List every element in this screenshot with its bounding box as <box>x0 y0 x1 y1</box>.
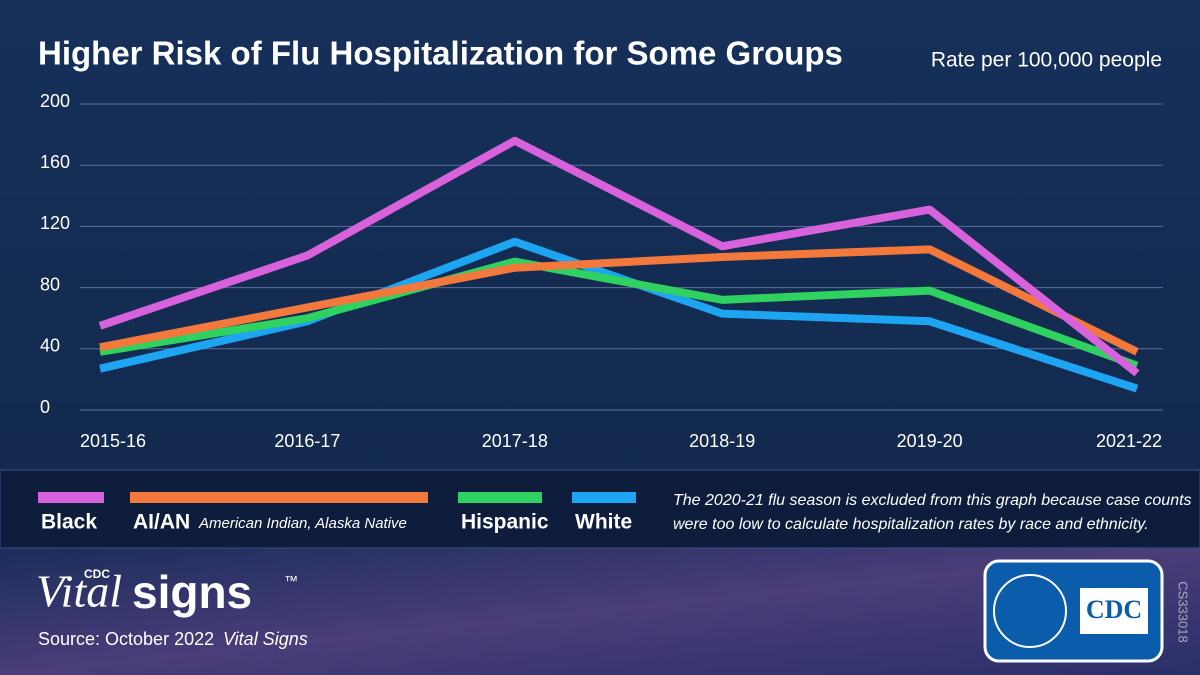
y-tick-label: 0 <box>40 397 50 417</box>
x-tick-label: 2015-16 <box>80 431 146 451</box>
y-tick-label: 200 <box>40 91 70 111</box>
brand-bold: signs <box>132 566 252 618</box>
legend-band <box>0 469 1200 549</box>
legend-swatch <box>130 492 428 503</box>
hhs-seal <box>993 574 1067 648</box>
note: were too low to calculate hospitalizatio… <box>673 516 1149 533</box>
code: CS333018 <box>1176 581 1191 642</box>
x-tick-label: 2021-22 <box>1096 431 1162 451</box>
series-line <box>99 257 1139 370</box>
x-tick-label: 2019-20 <box>897 431 963 451</box>
brand-italic: Vital <box>36 566 122 617</box>
legend-label: White <box>575 511 632 534</box>
y-tick-label: 40 <box>40 336 60 356</box>
y-tick-label: 80 <box>40 274 60 294</box>
legend-label: Hispanic <box>461 511 549 534</box>
legend-label: Black <box>41 511 97 534</box>
series-line <box>98 136 1140 377</box>
logo-plate <box>1080 588 1148 634</box>
source-italic: Vital Signs <box>223 629 308 649</box>
trademark: ™ <box>284 573 298 589</box>
y-tick-label: 160 <box>40 152 70 172</box>
legend: Black AI/AN American Indian, Alaska Native… <box>38 492 636 534</box>
logo-box <box>983 559 1164 663</box>
brand-prefix: CDC <box>84 567 110 581</box>
legend-swatch <box>458 492 542 503</box>
legend-label: AI/AN <box>133 511 190 534</box>
series-line <box>99 245 1139 356</box>
source: Source: October 2022 <box>38 629 214 649</box>
x-tick-label: 2018-19 <box>689 431 755 451</box>
chart-title: Higher Risk of Flu Hospitalization for S… <box>38 35 843 72</box>
logo-text: CDC <box>1086 595 1142 624</box>
legend-description: American Indian, Alaska Native <box>198 515 407 532</box>
x-tick-label: 2017-18 <box>482 431 548 451</box>
legend-swatch <box>572 492 636 503</box>
note: The 2020-21 flu season is excluded from … <box>673 492 1192 509</box>
y-unit-label: Rate per 100,000 people <box>931 49 1162 72</box>
legend-swatch <box>38 492 104 503</box>
x-tick-label: 2016-17 <box>274 431 340 451</box>
y-tick-label: 120 <box>40 213 70 233</box>
